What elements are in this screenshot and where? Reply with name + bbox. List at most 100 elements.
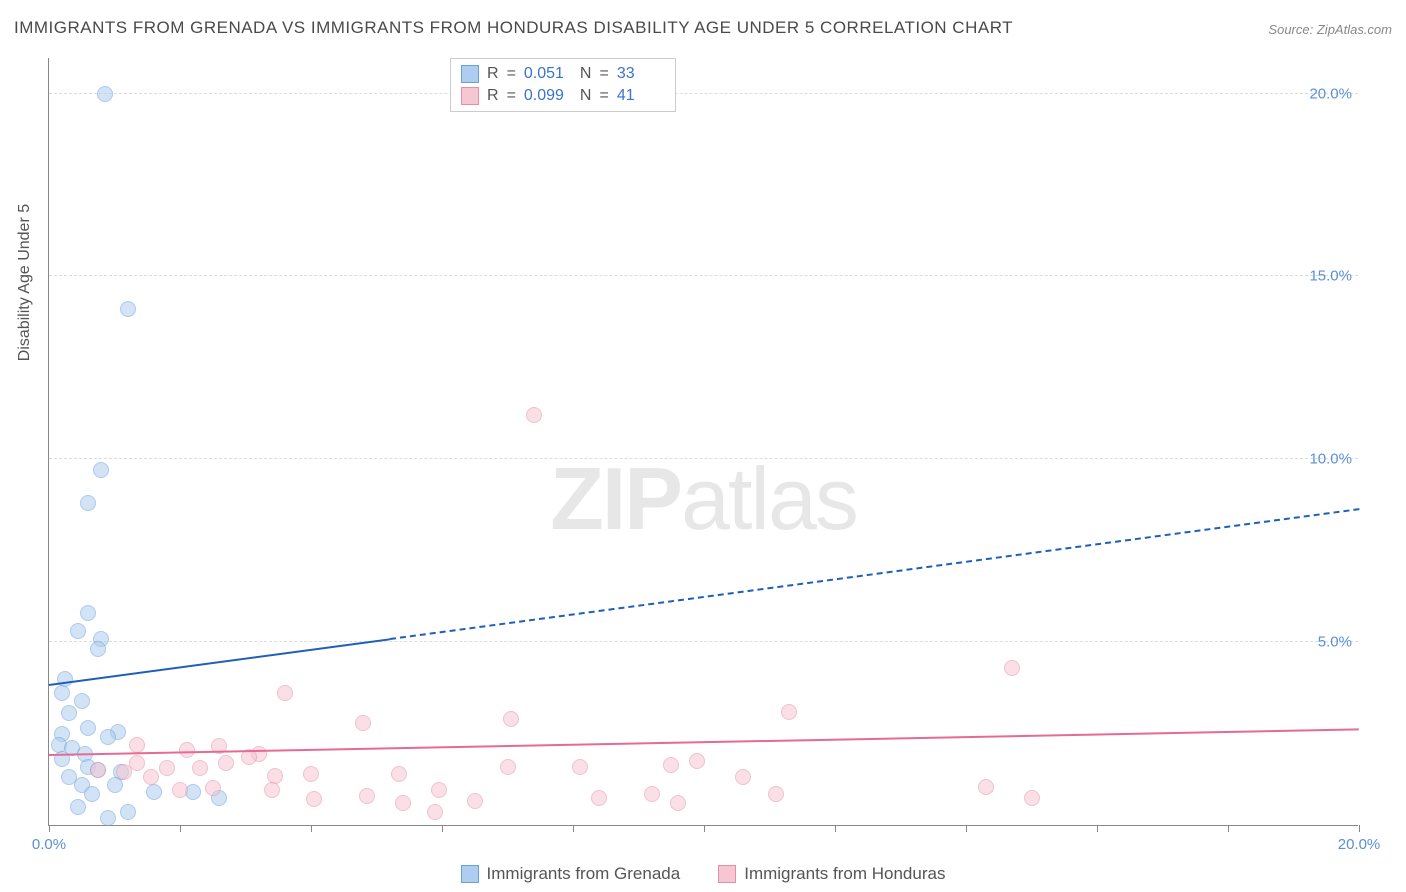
legend-label-honduras: Immigrants from Honduras	[744, 864, 945, 884]
data-point	[768, 786, 784, 802]
data-point	[503, 711, 519, 727]
swatch-honduras	[461, 87, 479, 105]
data-point	[355, 715, 371, 731]
data-point	[526, 407, 542, 423]
data-point	[120, 804, 136, 820]
legend-item-grenada: Immigrants from Grenada	[461, 864, 681, 884]
data-point	[303, 766, 319, 782]
data-point	[172, 782, 188, 798]
data-point	[93, 462, 109, 478]
y-axis-label: Disability Age Under 5	[16, 204, 34, 361]
data-point	[61, 705, 77, 721]
data-point	[179, 742, 195, 758]
data-point	[74, 693, 90, 709]
data-point	[427, 804, 443, 820]
data-point	[670, 795, 686, 811]
legend-swatch-grenada	[461, 865, 479, 883]
data-point	[80, 605, 96, 621]
data-point	[218, 755, 234, 771]
data-point	[306, 791, 322, 807]
data-point	[146, 784, 162, 800]
equals-sign-4: =	[599, 87, 608, 105]
data-point	[70, 623, 86, 639]
y-tick-label: 10.0%	[1309, 451, 1352, 468]
source-label: Source:	[1268, 22, 1313, 37]
data-point	[143, 769, 159, 785]
data-point	[205, 780, 221, 796]
n-value-grenada: 33	[617, 65, 665, 83]
x-tick	[573, 825, 574, 832]
trend-line	[389, 508, 1359, 640]
data-point	[663, 757, 679, 773]
data-point	[80, 720, 96, 736]
data-point	[1024, 790, 1040, 806]
bottom-legend: Immigrants from Grenada Immigrants from …	[0, 864, 1406, 884]
r-value-grenada: 0.051	[524, 65, 572, 83]
legend-label-grenada: Immigrants from Grenada	[487, 864, 681, 884]
data-point	[120, 301, 136, 317]
stats-row-honduras: R = 0.099 N = 41	[461, 85, 665, 107]
data-point	[978, 779, 994, 795]
chart-container: IMMIGRANTS FROM GRENADA VS IMMIGRANTS FR…	[0, 0, 1406, 892]
gridline	[49, 275, 1358, 276]
legend-item-honduras: Immigrants from Honduras	[718, 864, 945, 884]
x-tick	[835, 825, 836, 832]
stats-legend: R = 0.051 N = 33 R = 0.099 N = 41	[450, 58, 676, 112]
y-tick-label: 20.0%	[1309, 85, 1352, 102]
y-tick-label: 15.0%	[1309, 268, 1352, 285]
x-tick	[1359, 825, 1360, 832]
data-point	[264, 782, 280, 798]
data-point	[391, 766, 407, 782]
data-point	[100, 810, 116, 826]
trend-line	[49, 728, 1359, 756]
plot-area: ZIPatlas 5.0%10.0%15.0%20.0%0.0%20.0%	[48, 58, 1358, 826]
data-point	[500, 759, 516, 775]
data-point	[90, 762, 106, 778]
data-point	[277, 685, 293, 701]
data-point	[689, 753, 705, 769]
data-point	[192, 760, 208, 776]
data-point	[1004, 660, 1020, 676]
r-label-2: R	[487, 87, 499, 105]
x-tick	[966, 825, 967, 832]
data-point	[735, 769, 751, 785]
n-label-2: N	[580, 87, 592, 105]
data-point	[54, 685, 70, 701]
stats-row-grenada: R = 0.051 N = 33	[461, 63, 665, 85]
swatch-grenada	[461, 65, 479, 83]
gridline	[49, 641, 1358, 642]
r-value-honduras: 0.099	[524, 87, 572, 105]
source-credit: Source: ZipAtlas.com	[1268, 22, 1392, 37]
watermark-zip: ZIP	[550, 449, 681, 548]
data-point	[84, 786, 100, 802]
x-tick	[49, 825, 50, 832]
x-tick	[180, 825, 181, 832]
data-point	[644, 786, 660, 802]
data-point	[467, 793, 483, 809]
data-point	[80, 495, 96, 511]
data-point	[116, 764, 132, 780]
x-tick	[704, 825, 705, 832]
n-value-honduras: 41	[617, 87, 665, 105]
data-point	[159, 760, 175, 776]
equals-sign: =	[507, 65, 516, 83]
data-point	[129, 737, 145, 753]
data-point	[431, 782, 447, 798]
watermark-text: ZIPatlas	[550, 448, 857, 550]
data-point	[359, 788, 375, 804]
data-point	[395, 795, 411, 811]
equals-sign-2: =	[599, 65, 608, 83]
data-point	[100, 729, 116, 745]
data-point	[90, 641, 106, 657]
x-tick-label: 0.0%	[32, 836, 66, 853]
data-point	[267, 768, 283, 784]
x-tick	[1228, 825, 1229, 832]
data-point	[97, 86, 113, 102]
x-tick	[442, 825, 443, 832]
data-point	[572, 759, 588, 775]
x-tick	[1097, 825, 1098, 832]
source-value: ZipAtlas.com	[1317, 22, 1392, 37]
gridline	[49, 93, 1358, 94]
r-label: R	[487, 65, 499, 83]
equals-sign-3: =	[507, 87, 516, 105]
